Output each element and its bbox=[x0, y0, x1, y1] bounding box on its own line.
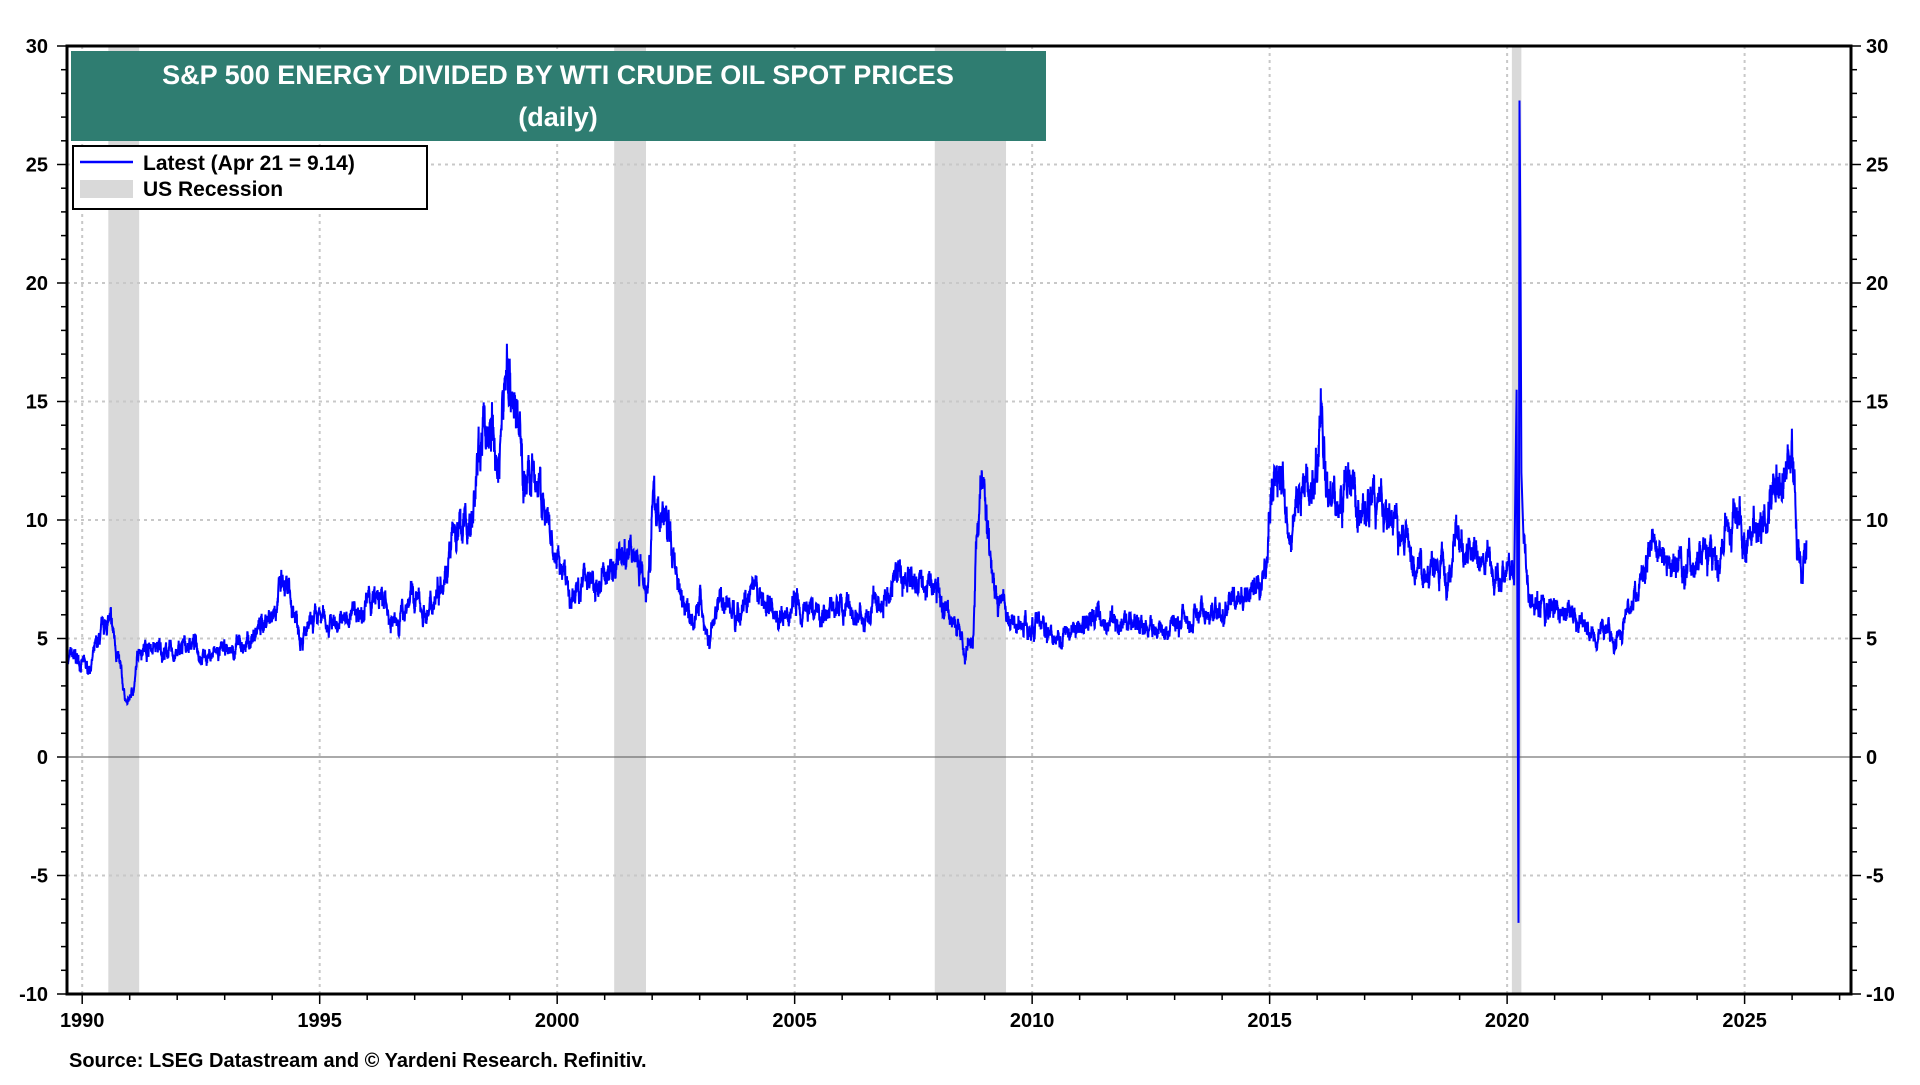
y-tick-label-right: -5 bbox=[1866, 866, 1884, 888]
series-line bbox=[66, 100, 1808, 923]
y-tick-label-left: -5 bbox=[30, 866, 48, 888]
y-tick-label-left: 30 bbox=[26, 36, 48, 58]
y-tick-label-right: 15 bbox=[1866, 392, 1888, 414]
chart-subtitle: (daily) bbox=[518, 102, 598, 132]
x-tick-label: 1995 bbox=[297, 1010, 342, 1032]
y-tick-label-right: -10 bbox=[1866, 984, 1895, 1006]
y-tick-label-right: 30 bbox=[1866, 36, 1888, 58]
y-tick-label-left: 0 bbox=[37, 747, 48, 769]
y-tick-label-right: 25 bbox=[1866, 155, 1888, 177]
recession-band bbox=[614, 46, 646, 994]
y-tick-label-left: 15 bbox=[26, 392, 48, 414]
y-tick-label-right: 0 bbox=[1866, 747, 1877, 769]
chart-title: S&P 500 ENERGY DIVIDED BY WTI CRUDE OIL … bbox=[162, 60, 954, 90]
axis-ticks bbox=[57, 45, 1861, 1004]
y-tick-label-left: 5 bbox=[37, 629, 48, 651]
y-tick-label-right: 5 bbox=[1866, 629, 1877, 651]
x-tick-label: 2020 bbox=[1485, 1010, 1530, 1032]
y-tick-label-left: 10 bbox=[26, 510, 48, 532]
y-tick-label-left: 20 bbox=[26, 273, 48, 295]
y-tick-label-right: 20 bbox=[1866, 273, 1888, 295]
y-tick-label-left: 25 bbox=[26, 155, 48, 177]
title-box: S&P 500 ENERGY DIVIDED BY WTI CRUDE OIL … bbox=[71, 51, 1046, 141]
legend-latest-label: Latest (Apr 21 = 9.14) bbox=[143, 152, 355, 175]
source-note: Source: LSEG Datastream and © Yardeni Re… bbox=[69, 1050, 647, 1072]
x-tick-label: 2015 bbox=[1247, 1010, 1292, 1032]
y-tick-label-left: -10 bbox=[19, 984, 48, 1006]
legend-recession-swatch bbox=[80, 180, 133, 198]
legend: Latest (Apr 21 = 9.14) US Recession bbox=[72, 145, 428, 210]
x-tick-label: 2025 bbox=[1722, 1010, 1767, 1032]
y-tick-label-right: 10 bbox=[1866, 510, 1888, 532]
x-tick-label: 2005 bbox=[772, 1010, 817, 1032]
x-tick-label: 1990 bbox=[60, 1010, 105, 1032]
x-tick-label: 2010 bbox=[1010, 1010, 1055, 1032]
legend-recession-label: US Recession bbox=[143, 178, 283, 201]
x-tick-label: 2000 bbox=[535, 1010, 580, 1032]
grid bbox=[67, 46, 1851, 994]
